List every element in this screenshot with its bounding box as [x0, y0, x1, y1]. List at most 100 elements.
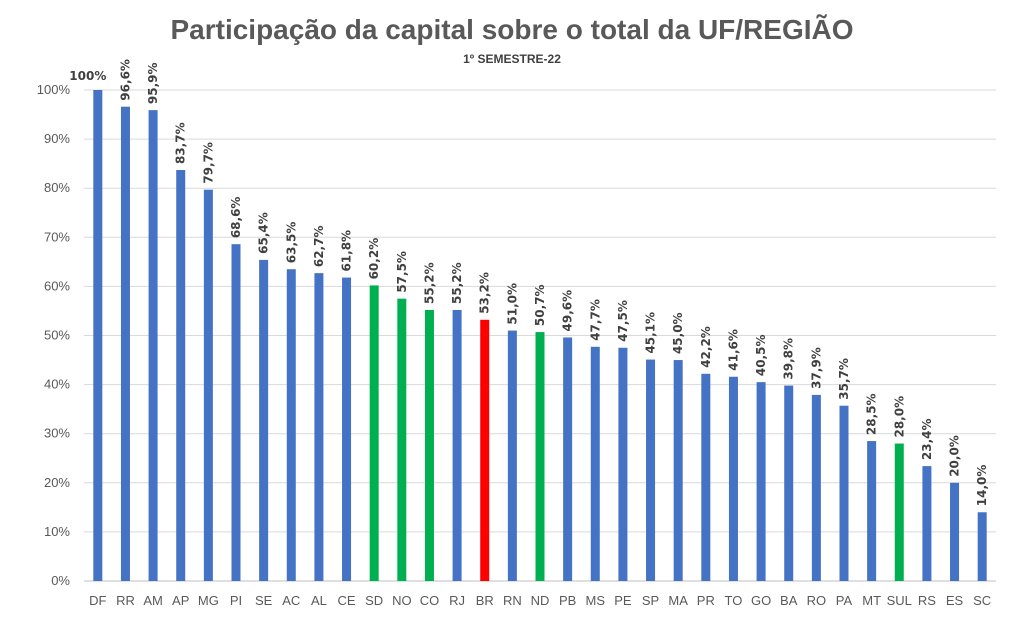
bar-to	[728, 376, 738, 581]
x-tick-label: BR	[476, 593, 494, 608]
chart-title: Participação da capital sobre o total da…	[170, 14, 854, 45]
x-tick-label: MG	[198, 593, 219, 608]
x-tick-label: AM	[143, 593, 163, 608]
x-tick-label: PR	[697, 593, 715, 608]
bar-ma	[673, 360, 683, 581]
bar-ro	[811, 394, 821, 581]
data-label: 83,7%	[174, 122, 188, 164]
y-tick-label: 60%	[44, 278, 70, 293]
data-label: 62,7%	[312, 226, 326, 268]
x-tick-label: MT	[862, 593, 881, 608]
data-label: 57,5%	[395, 251, 409, 293]
bar-no	[397, 298, 407, 581]
x-tick-label: AL	[311, 593, 327, 608]
bar-rn	[507, 330, 517, 581]
bar-sc	[977, 512, 987, 581]
chart-subtitle: 1º SEMESTRE-22	[463, 52, 561, 66]
data-label: 20,0%	[948, 435, 962, 477]
bar-pa	[839, 405, 849, 581]
data-label: 63,5%	[284, 222, 298, 264]
x-tick-label: RJ	[449, 593, 465, 608]
bar-ba	[784, 385, 794, 581]
bar-al	[314, 273, 324, 581]
bar-nd	[535, 332, 545, 581]
data-label: 28,5%	[865, 393, 879, 435]
x-tick-label: CO	[420, 593, 440, 608]
data-label: 60,2%	[367, 238, 381, 280]
x-tick-label: PA	[836, 593, 853, 608]
data-label: 96,6%	[118, 59, 132, 101]
bar-pb	[563, 337, 573, 581]
x-tick-label: SD	[365, 593, 383, 608]
x-tick-label: TO	[725, 593, 743, 608]
x-tick-label: ND	[531, 593, 550, 608]
x-tick-label: MA	[668, 593, 688, 608]
data-label: 49,6%	[561, 290, 575, 332]
bar-go	[756, 382, 766, 581]
x-tick-label: DF	[89, 593, 106, 608]
data-label: 40,5%	[754, 335, 768, 377]
bar-rr	[120, 106, 130, 581]
y-tick-label: 10%	[44, 524, 70, 539]
bar-ac	[286, 269, 296, 581]
bar-co	[424, 309, 434, 581]
x-tick-label: GO	[751, 593, 771, 608]
data-label: 37,9%	[809, 347, 823, 389]
x-tick-label: PE	[614, 593, 632, 608]
bar-rj	[452, 309, 462, 581]
bar-es	[950, 482, 960, 581]
data-label: 61,8%	[340, 230, 354, 272]
x-tick-label: SE	[255, 593, 273, 608]
x-tick-label: MS	[586, 593, 606, 608]
x-tick-label: RO	[807, 593, 827, 608]
data-label: 53,2%	[478, 272, 492, 314]
data-label: 95,9%	[146, 62, 160, 104]
data-label: 41,6%	[726, 329, 740, 371]
x-tick-label: PI	[230, 593, 242, 608]
data-label: 68,6%	[229, 197, 243, 239]
bar-pr	[701, 373, 711, 581]
data-label: 47,5%	[616, 300, 630, 342]
bar-pe	[618, 347, 628, 581]
bar-rs	[922, 466, 932, 581]
data-label: 23,4%	[920, 418, 934, 460]
y-tick-label: 100%	[37, 82, 71, 97]
bar-am	[148, 110, 158, 582]
data-label: 100%	[69, 69, 106, 83]
data-label: 47,7%	[588, 299, 602, 341]
y-tick-label: 50%	[44, 328, 70, 343]
bar-ce	[342, 277, 352, 581]
bar-sd	[369, 285, 379, 581]
data-label: 55,2%	[450, 262, 464, 304]
data-label: 45,1%	[644, 312, 658, 354]
data-label: 14,0%	[975, 465, 989, 507]
x-tick-label: CE	[338, 593, 356, 608]
bar-se	[259, 259, 269, 581]
bar-sp	[646, 359, 656, 581]
data-label: 55,2%	[422, 262, 436, 304]
x-tick-label: RR	[116, 593, 135, 608]
y-tick-label: 90%	[44, 131, 70, 146]
data-label: 45,0%	[671, 312, 685, 354]
x-tick-label: NO	[392, 593, 412, 608]
x-tick-label: ES	[946, 593, 964, 608]
bar-br	[480, 319, 490, 581]
data-label: 39,8%	[782, 338, 796, 380]
data-label: 65,4%	[257, 212, 271, 254]
y-tick-label: 20%	[44, 475, 70, 490]
y-tick-label: 70%	[44, 229, 70, 244]
data-label: 51,0%	[505, 283, 519, 325]
data-label: 79,7%	[201, 142, 215, 184]
bar-df	[93, 90, 103, 581]
bar-mg	[203, 189, 213, 581]
data-label: 28,0%	[892, 396, 906, 438]
data-label: 42,2%	[699, 326, 713, 368]
bar-mt	[867, 441, 877, 581]
y-tick-label: 30%	[44, 426, 70, 441]
x-tick-label: RS	[918, 593, 936, 608]
x-tick-label: SP	[642, 593, 659, 608]
bar-ap	[176, 170, 186, 581]
bar-pi	[231, 244, 241, 581]
